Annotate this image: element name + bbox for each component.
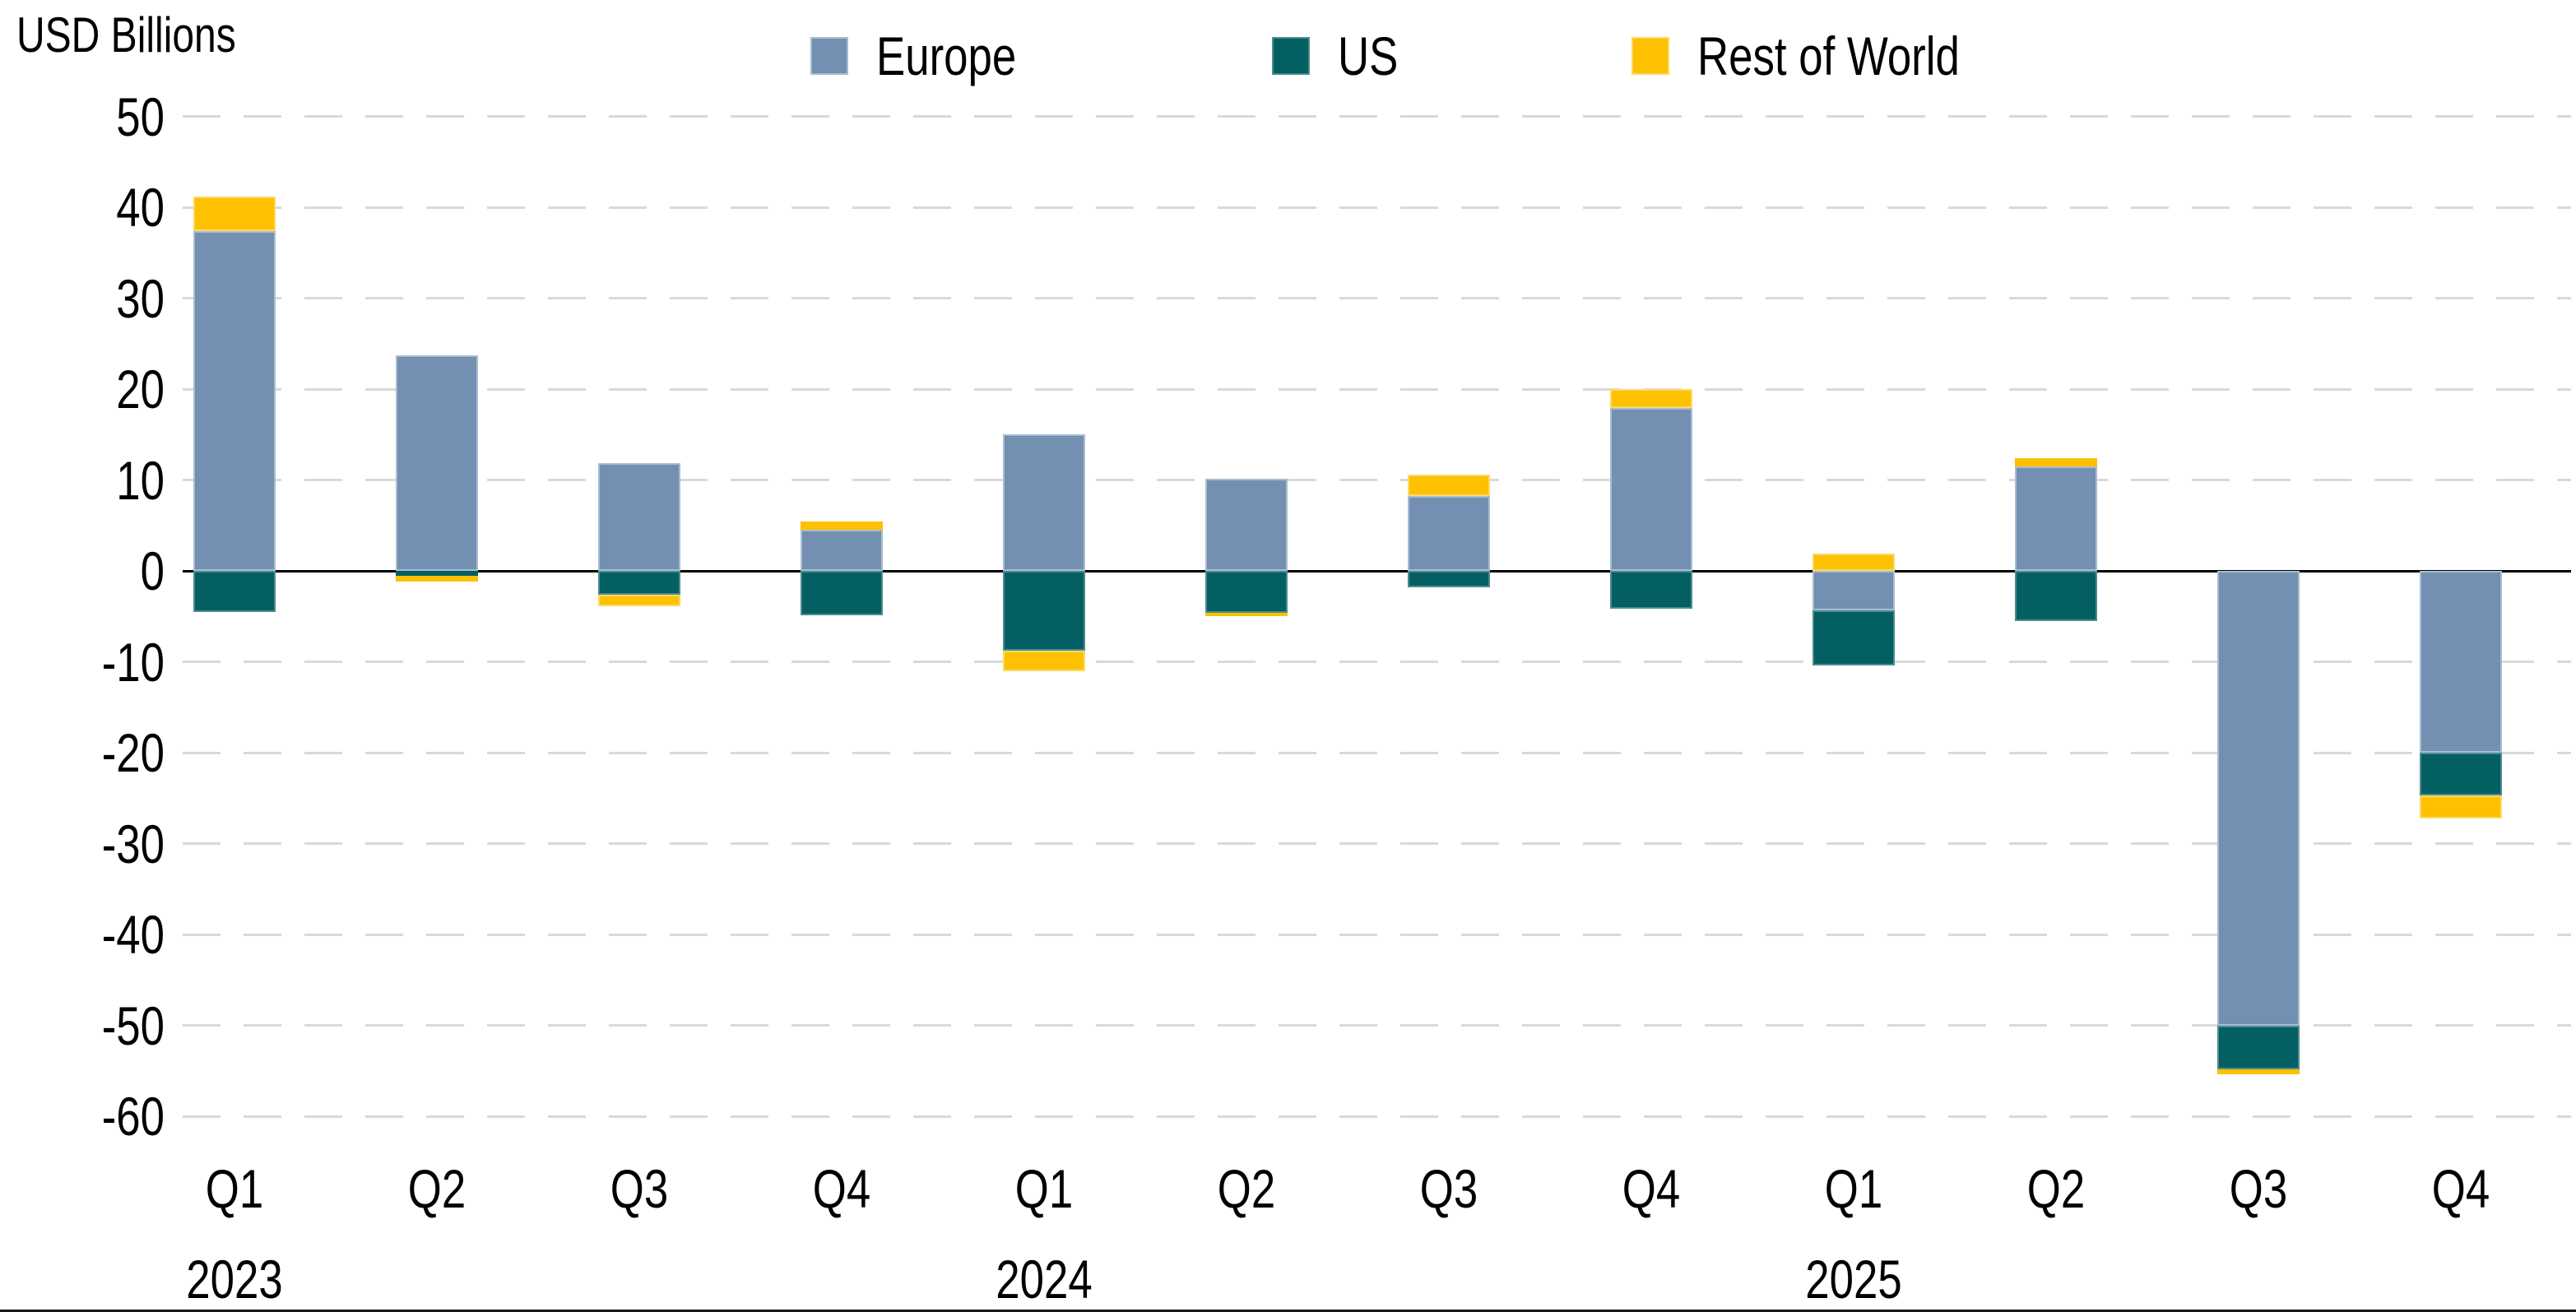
- legend-item-rest-of-world: Rest of World: [1631, 25, 2026, 86]
- x-tick-label: Q4: [2431, 1158, 2490, 1219]
- bar-segment-us-q1-0: [193, 571, 276, 612]
- chart-bottom-edge: [0, 1310, 2576, 1312]
- gridline-40: [183, 206, 2571, 209]
- x-tick-label: Q3: [1419, 1158, 1478, 1219]
- bar-segment-europe-q4-7: [1610, 408, 1692, 571]
- bar-segment-rest-of-world-q4-3: [801, 522, 883, 531]
- gridline--30: [183, 842, 2571, 845]
- gridline--10: [183, 661, 2571, 663]
- bar-segment-europe-q1-4: [1003, 434, 1085, 571]
- gridline-50: [183, 115, 2571, 118]
- x-tick-label: Q4: [1622, 1158, 1681, 1219]
- gridline-10: [183, 479, 2571, 481]
- gridline--20: [183, 751, 2571, 754]
- legend-label-us: US: [1338, 25, 1399, 86]
- x-tick-label: Q1: [1014, 1158, 1074, 1219]
- bar-segment-rest-of-world-q2-9: [2015, 457, 2097, 466]
- bar-segment-europe-q2-9: [2015, 466, 2097, 571]
- bar-segment-us-q2-1: [396, 571, 478, 576]
- bar-segment-us-q2-9: [2015, 571, 2097, 621]
- gridline--60: [183, 1115, 2571, 1118]
- gridline-20: [183, 387, 2571, 391]
- y-tick-label: 0: [140, 540, 165, 601]
- bar-segment-rest-of-world-q1-0: [193, 196, 276, 231]
- bar-segment-europe-q4-11: [2420, 571, 2502, 753]
- bar-segment-rest-of-world-q4-7: [1610, 389, 1692, 409]
- bar-segment-europe-q1-0: [193, 230, 276, 571]
- bar-segment-europe-q4-3: [801, 530, 883, 571]
- bar-segment-us-q3-6: [1408, 571, 1490, 587]
- bar-segment-europe-q3-6: [1408, 496, 1490, 571]
- y-tick-label: 50: [116, 86, 165, 147]
- bar-segment-rest-of-world-q3-2: [598, 594, 680, 607]
- zero-axis-line: [183, 569, 2571, 573]
- bar-segment-europe-q3-10: [2217, 571, 2300, 1026]
- legend-label-rest-of-world: Rest of World: [1697, 25, 1960, 86]
- y-tick-label: -50: [101, 994, 165, 1056]
- y-tick-label: -30: [101, 813, 165, 874]
- bar-segment-us-q1-4: [1003, 571, 1085, 651]
- y-tick-label: 40: [116, 177, 165, 238]
- y-tick-label: -60: [101, 1086, 165, 1147]
- gridline--40: [183, 933, 2571, 936]
- y-tick-label: 20: [116, 359, 165, 420]
- year-label-2025: 2025: [1805, 1249, 1902, 1310]
- bar-segment-europe-q2-1: [396, 355, 478, 571]
- bar-segment-europe-q2-5: [1205, 479, 1288, 571]
- year-label-2023: 2023: [186, 1249, 283, 1310]
- bar-segment-us-q3-10: [2217, 1025, 2300, 1069]
- y-tick-label: -40: [101, 904, 165, 965]
- y-tick-label: -10: [101, 631, 165, 693]
- bar-segment-us-q4-11: [2420, 753, 2502, 795]
- bar-segment-rest-of-world-q1-8: [1812, 554, 1895, 571]
- bar-segment-us-q1-8: [1812, 610, 1895, 665]
- rest-of-world-legend-swatch: [1631, 37, 1669, 75]
- x-tick-label: Q3: [2229, 1158, 2288, 1219]
- bar-segment-europe-q1-8: [1812, 571, 1895, 610]
- bar-segment-rest-of-world-q3-6: [1408, 474, 1490, 497]
- axis-title-usd-billions: USD Billions: [16, 7, 236, 63]
- gridline-30: [183, 297, 2571, 299]
- year-label-2024: 2024: [996, 1249, 1093, 1310]
- bar-segment-europe-q3-2: [598, 462, 680, 571]
- gridline--50: [183, 1024, 2571, 1027]
- europe-legend-swatch: [810, 37, 848, 75]
- legend-item-us: US: [1272, 25, 1413, 86]
- x-tick-label: Q3: [610, 1158, 669, 1219]
- legend-label-europe: Europe: [876, 25, 1017, 86]
- x-tick-label: Q4: [812, 1158, 871, 1219]
- bar-segment-rest-of-world-q2-5: [1205, 612, 1288, 617]
- bar-segment-rest-of-world-q1-4: [1003, 651, 1085, 671]
- y-tick-label: -20: [101, 722, 165, 783]
- bar-segment-us-q4-3: [801, 571, 883, 616]
- x-tick-label: Q2: [407, 1158, 466, 1219]
- us-legend-swatch: [1272, 37, 1310, 75]
- bar-segment-us-q4-7: [1610, 571, 1692, 610]
- bar-segment-rest-of-world-q4-11: [2420, 795, 2502, 818]
- x-tick-label: Q2: [1217, 1158, 1276, 1219]
- y-tick-label: 10: [116, 449, 165, 511]
- bar-segment-rest-of-world-q2-1: [396, 575, 478, 582]
- x-tick-label: Q1: [205, 1158, 264, 1219]
- x-tick-label: Q2: [2026, 1158, 2086, 1219]
- y-tick-label: 30: [116, 267, 165, 329]
- x-tick-label: Q1: [1824, 1158, 1883, 1219]
- bar-segment-us-q2-5: [1205, 571, 1288, 613]
- bar-segment-us-q3-2: [598, 571, 680, 595]
- legend-item-europe: Europe: [810, 25, 1051, 86]
- bar-segment-rest-of-world-q3-10: [2217, 1069, 2300, 1075]
